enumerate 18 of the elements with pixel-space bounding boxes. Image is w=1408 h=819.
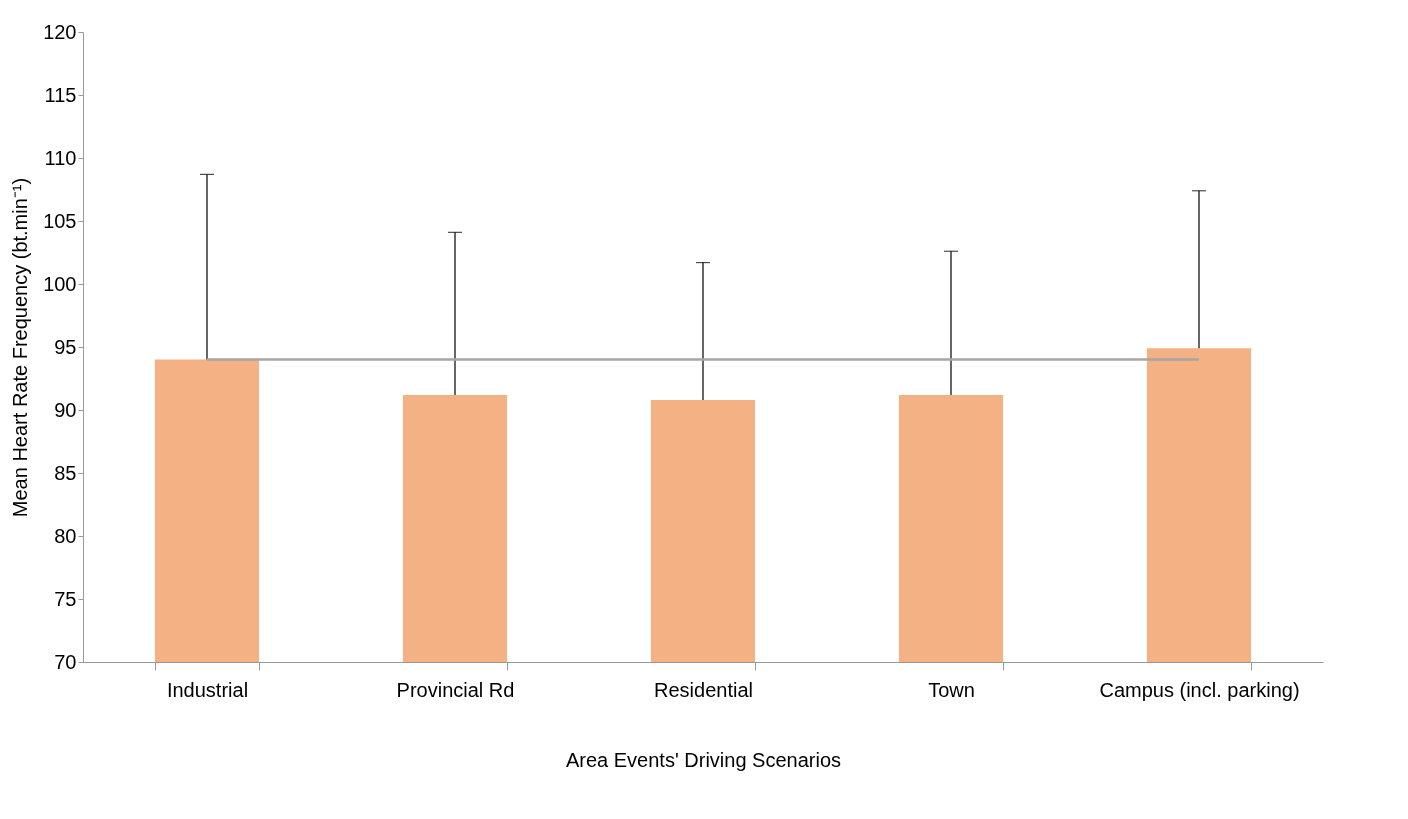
y-tick-label: 80 bbox=[54, 524, 77, 547]
y-axis-title: Mean Heart Rate Frequency (bt.min⁻¹) bbox=[9, 177, 32, 518]
x-tick-label: Provincial Rd bbox=[396, 678, 515, 701]
x-tick-label: Industrial bbox=[166, 678, 249, 701]
y-tick-label: 85 bbox=[54, 461, 77, 484]
y-tick-label: 105 bbox=[43, 209, 77, 232]
y-tick-label: 100 bbox=[43, 272, 77, 295]
y-tick-label: 115 bbox=[44, 83, 77, 106]
x-axis-title: Area Events' Driving Scenarios bbox=[565, 748, 842, 771]
x-tick-label: Town bbox=[928, 678, 975, 701]
y-tick-label: 110 bbox=[44, 146, 77, 169]
x-tick-label: Campus (incl. parking) bbox=[1099, 678, 1300, 701]
y-tick-label: 120 bbox=[43, 20, 77, 43]
y-tick-label: 75 bbox=[54, 587, 77, 610]
x-tick-label: Residential bbox=[654, 678, 753, 701]
y-tick-label: 90 bbox=[54, 398, 77, 421]
y-tick-label: 95 bbox=[54, 335, 77, 358]
y-tick-label: 70 bbox=[54, 650, 77, 673]
